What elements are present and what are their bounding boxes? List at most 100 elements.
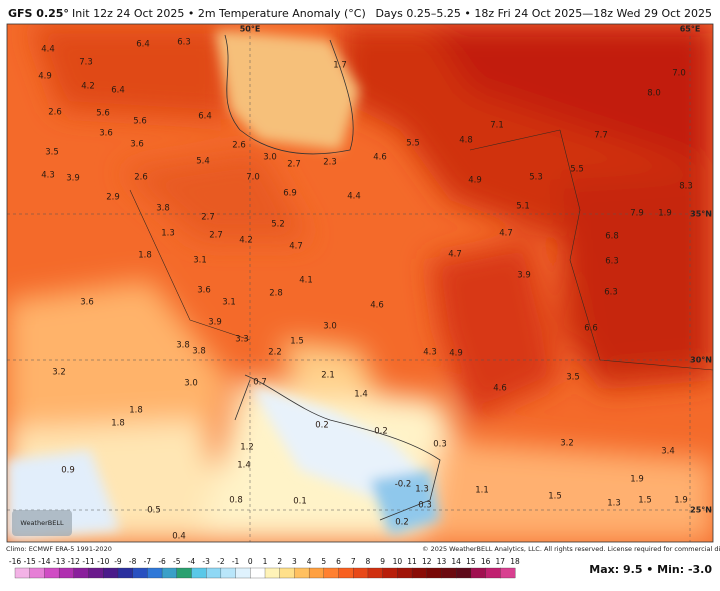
anomaly-label: 1.8	[138, 251, 152, 261]
colorbar-bin	[176, 567, 192, 579]
anomaly-label: 4.7	[448, 250, 462, 260]
colorbar-tick-label: 16	[481, 557, 491, 566]
extremes: Max: 9.5 • Min: -3.0	[589, 563, 712, 576]
grid-label: 35°N	[690, 210, 712, 219]
anomaly-label: 4.2	[239, 236, 253, 246]
anomaly-label: 1.9	[674, 496, 688, 506]
anomaly-label: 4.6	[373, 153, 387, 163]
colorbar-tick-label: -11	[82, 557, 94, 566]
anomaly-label: 5.4	[196, 157, 210, 167]
anomaly-label: 1.5	[638, 496, 652, 506]
anomaly-label: 7.1	[490, 121, 504, 131]
anomaly-label: 3.8	[156, 204, 170, 214]
anomaly-label: 1.7	[333, 61, 347, 71]
colorbar-bin	[117, 567, 134, 579]
colorbar-bin	[44, 567, 60, 579]
anomaly-label: 4.9	[38, 72, 52, 82]
colorbar-bin	[191, 567, 207, 579]
anomaly-label: 1.5	[548, 492, 562, 502]
colorbar-bin	[279, 567, 295, 579]
anomaly-label: 0.7	[253, 378, 267, 388]
anomaly-label: 4.2	[81, 82, 95, 92]
anomaly-label: 3.9	[66, 174, 80, 184]
anomaly-label: 7.7	[594, 131, 608, 141]
colorbar-tick-label: -12	[68, 557, 80, 566]
anomaly-label: 4.3	[41, 171, 55, 181]
anomaly-label: 4.9	[449, 349, 463, 359]
anomaly-label: 2.7	[201, 213, 215, 223]
colorbar-bin	[500, 567, 516, 579]
colorbar-tick-label: 4	[307, 557, 312, 566]
colorbar-tick-label: -14	[38, 557, 50, 566]
colorbar-tick-label: -1	[232, 557, 240, 566]
colorbar-bin	[441, 567, 457, 579]
anomaly-label: 7.0	[246, 173, 260, 183]
colorbar-tick-label: -2	[217, 557, 225, 566]
colorbar-tick-label: -16	[9, 557, 21, 566]
colorbar-bin	[161, 567, 178, 579]
climo-note: Climo: ECMWF ERA-5 1991-2020	[6, 545, 112, 553]
anomaly-label: 6.3	[604, 288, 618, 298]
anomaly-label: 2.1	[321, 371, 335, 381]
anomaly-label: 6.3	[605, 257, 619, 267]
colorbar-bin	[485, 567, 501, 579]
anomaly-label: 4.7	[499, 229, 513, 239]
anomaly-label: 5.1	[516, 202, 530, 212]
anomaly-label: 1.4	[237, 461, 251, 471]
anomaly-label: 0.8	[229, 496, 243, 506]
anomaly-label: 7.9	[630, 209, 644, 219]
colorbar-bin	[103, 567, 119, 579]
anomaly-label: 5.5	[570, 165, 584, 175]
colorbar-bin	[382, 567, 398, 579]
anomaly-label: 3.8	[192, 347, 206, 357]
anomaly-label: 2.7	[209, 231, 223, 241]
grid-label: 25°N	[690, 506, 712, 515]
anomaly-label: 1.1	[475, 486, 489, 496]
anomaly-label: 3.5	[45, 148, 59, 158]
anomaly-label: 8.0	[647, 89, 661, 99]
anomaly-label: 6.4	[136, 40, 150, 50]
colorbar-bin	[88, 567, 104, 579]
colorbar-tick-label: 5	[321, 557, 326, 566]
anomaly-field: WeatherBELL	[7, 24, 713, 542]
colorbar-tick-label: -8	[129, 557, 137, 566]
anomaly-label: 2.7	[287, 160, 301, 170]
anomaly-label: 1.3	[415, 485, 429, 495]
anomaly-label: 0.2	[395, 518, 409, 528]
anomaly-label: 3.5	[566, 373, 580, 383]
colorbar-bin	[470, 567, 487, 579]
colorbar-bin	[132, 567, 148, 579]
anomaly-label: 3.6	[99, 129, 113, 139]
grid-label: 50°E	[240, 25, 261, 34]
colorbar-tick-label: -5	[173, 557, 181, 566]
anomaly-label: 1.3	[161, 229, 175, 239]
anomaly-label: 0.3	[433, 440, 447, 450]
anomaly-label: 6.4	[198, 112, 212, 122]
grid-label: 30°N	[690, 356, 712, 365]
colorbar-bin	[29, 567, 45, 579]
anomaly-label: 1.9	[630, 475, 644, 485]
colorbar-tick-label: 3	[292, 557, 297, 566]
anomaly-label: 3.2	[52, 368, 66, 378]
grid-label: 65°E	[680, 25, 701, 34]
anomaly-label: 0.3	[418, 501, 432, 511]
anomaly-label: 3.0	[263, 153, 277, 163]
colorbar-tick-label: 7	[351, 557, 356, 566]
colorbar-tick-label: -15	[24, 557, 36, 566]
anomaly-label: 2.2	[268, 348, 282, 358]
anomaly-label: 4.9	[468, 176, 482, 186]
anomaly-label: 2.6	[48, 108, 62, 118]
colorbar-bin	[397, 567, 413, 579]
anomaly-label: 0.1	[293, 497, 307, 507]
colorbar-tick-label: 2	[277, 557, 282, 566]
colorbar-bin	[220, 567, 237, 579]
anomaly-label: 2.6	[232, 141, 246, 151]
anomaly-label: 0.4	[172, 532, 186, 542]
anomaly-label: 3.2	[560, 439, 574, 449]
anomaly-label: 3.9	[517, 271, 531, 281]
anomaly-label: 5.2	[271, 220, 285, 230]
anomaly-label: 0.9	[61, 466, 75, 476]
anomaly-label: 7.0	[672, 69, 686, 79]
colorbar-tick-label: -4	[188, 557, 196, 566]
anomaly-label: 2.6	[134, 173, 148, 183]
